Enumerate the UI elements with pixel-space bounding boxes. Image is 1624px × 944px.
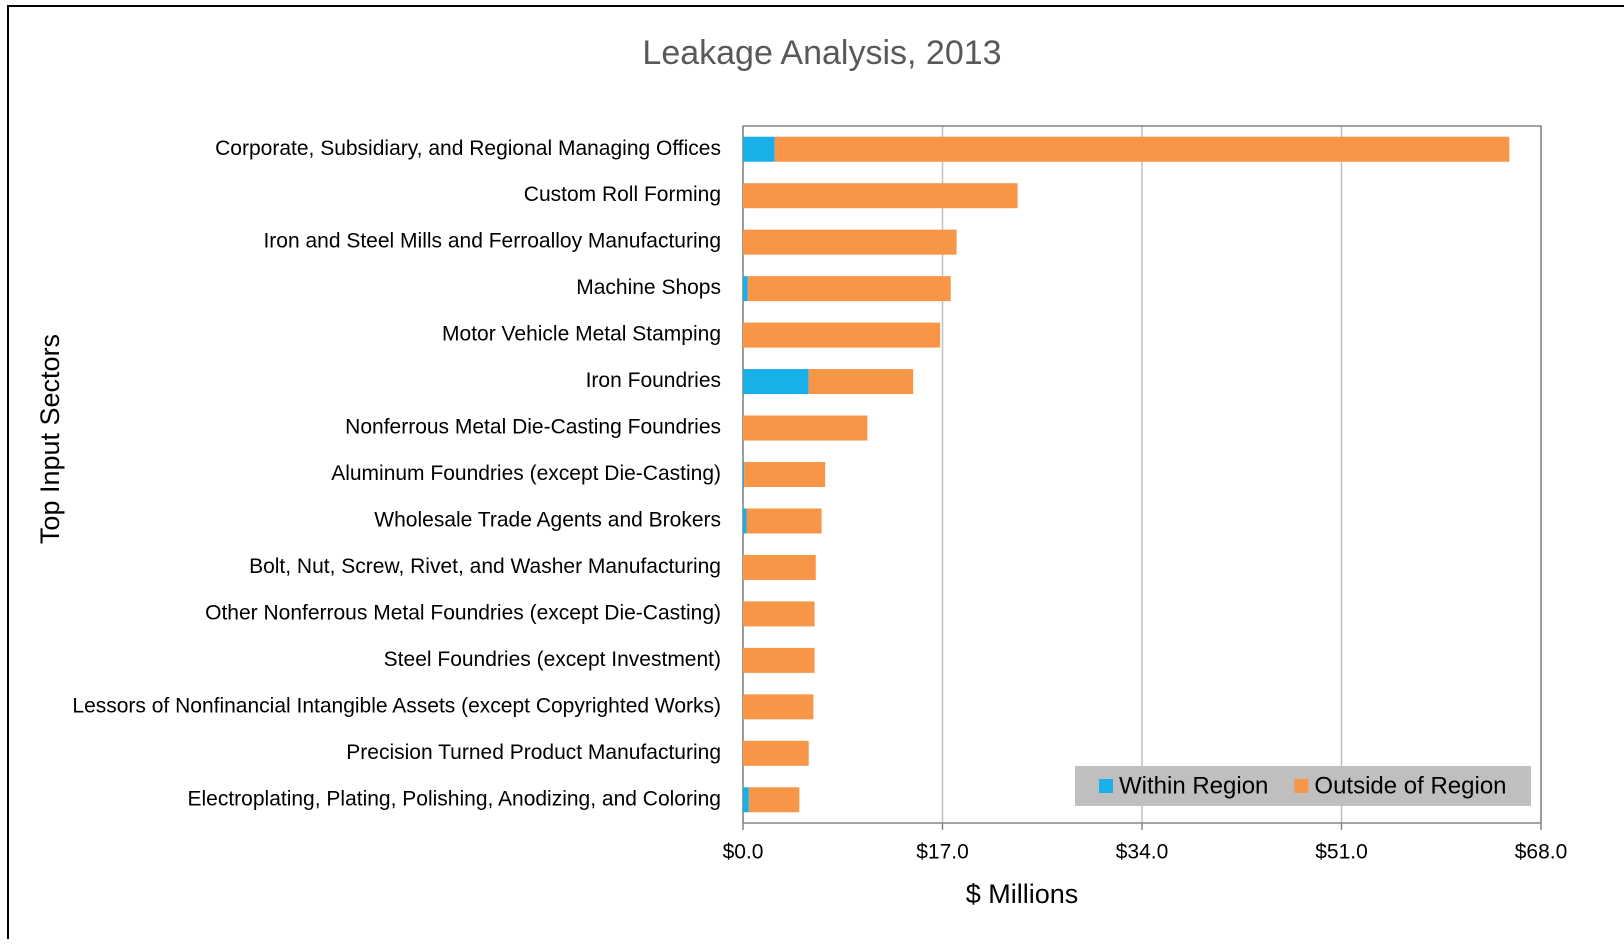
y-tick-label: Nonferrous Metal Die-Casting Foundries (345, 416, 721, 439)
y-tick-label: Aluminum Foundries (except Die-Casting) (331, 462, 721, 485)
frame (7, 5, 1624, 944)
bar-segment (743, 554, 816, 580)
y-tick-label: Machine Shops (576, 276, 721, 299)
bar-segment (743, 508, 747, 534)
bar-segment (743, 601, 815, 627)
y-tick-label: Bolt, Nut, Screw, Rivet, and Washer Manu… (249, 555, 721, 578)
x-axis-label: $ Millions (966, 879, 1079, 909)
y-tick-label: Wholesale Trade Agents and Brokers (374, 509, 721, 532)
y-tick-label: Corporate, Subsidiary, and Regional Mana… (215, 137, 721, 160)
y-tick-label: Steel Foundries (except Investment) (384, 648, 721, 671)
legend-label: Outside of Region (1314, 772, 1506, 799)
bar-segment (743, 136, 775, 162)
bar-segment (743, 787, 749, 813)
bar-segment (743, 462, 745, 487)
bar-segment (744, 462, 826, 487)
x-tick-label: $51.0 (1315, 841, 1368, 864)
y-tick-label: Iron Foundries (586, 369, 721, 392)
bar-segment (743, 276, 748, 302)
bar-segment (746, 508, 822, 534)
bar-segment (743, 647, 815, 673)
y-tick-label: Lessors of Nonfinancial Intangible Asset… (72, 694, 721, 717)
legend-swatch (1099, 779, 1113, 793)
bar-segment (747, 276, 951, 302)
bar-segment (743, 183, 1018, 209)
bar-segment (743, 694, 814, 720)
bar-segment (743, 322, 941, 348)
y-tick-label: Electroplating, Plating, Polishing, Anod… (187, 787, 721, 810)
legend-label: Within Region (1119, 772, 1268, 799)
bar-segment (774, 136, 1510, 162)
bar-segment (748, 787, 800, 813)
bar-segment (808, 369, 914, 395)
y-tick-label: Motor Vehicle Metal Stamping (442, 323, 721, 346)
x-tick-label: $68.0 (1515, 841, 1568, 864)
x-tick-label: $34.0 (1116, 841, 1169, 864)
x-tick-label: $17.0 (916, 841, 969, 864)
y-axis-label: Top Input Sectors (35, 334, 65, 544)
legend-swatch (1294, 779, 1309, 793)
y-tick-label: Custom Roll Forming (524, 183, 721, 206)
bar-segment (743, 369, 809, 395)
bar-segment (743, 740, 809, 766)
bar-segment (743, 229, 957, 255)
y-tick-label: Other Nonferrous Metal Foundries (except… (205, 601, 721, 624)
chart-title: Leakage Analysis, 2013 (642, 34, 1001, 72)
bar-segment (743, 415, 868, 441)
y-tick-label: Iron and Steel Mills and Ferroalloy Manu… (263, 230, 721, 253)
y-tick-label: Precision Turned Product Manufacturing (346, 741, 721, 764)
x-tick-label: $0.0 (723, 841, 764, 864)
